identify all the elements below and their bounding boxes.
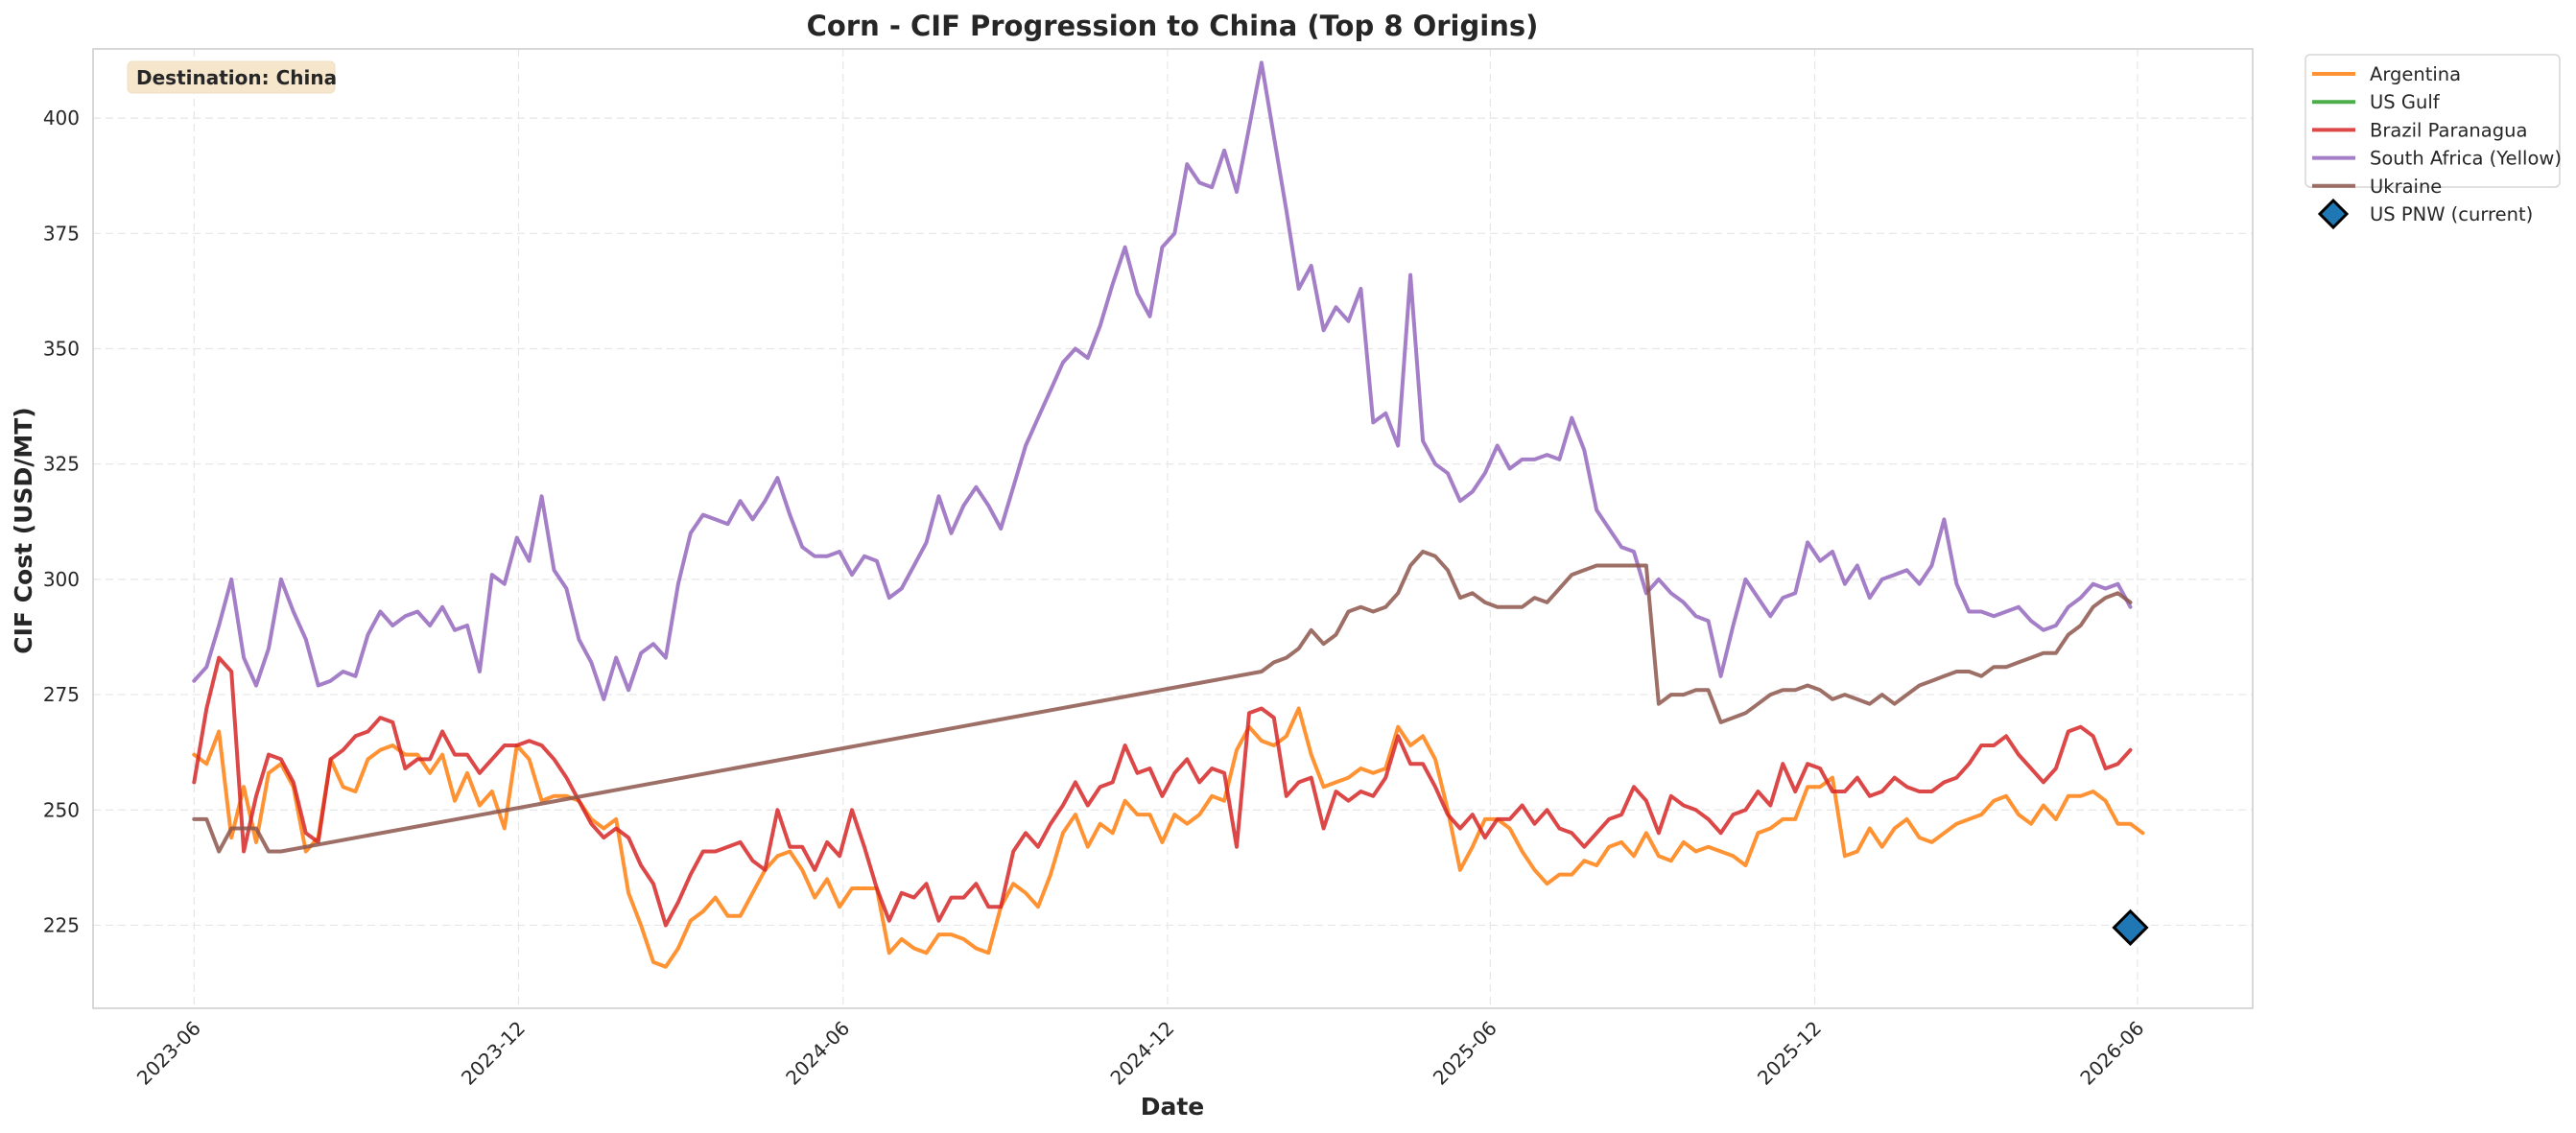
destination-annotation-text: Destination: China	[136, 66, 337, 89]
legend-label-ukraine: Ukraine	[2370, 176, 2442, 198]
series-line-south-africa-yellow	[192, 60, 2133, 701]
series-line-ukraine	[192, 550, 2133, 854]
series-line-argentina	[192, 706, 2145, 969]
x-axis-label: Date	[1141, 1093, 1205, 1121]
y-tick-label: 325	[43, 453, 80, 476]
y-tick-label: 375	[43, 222, 80, 245]
legend-label-south-africa-yellow: South Africa (Yellow)	[2370, 148, 2562, 170]
marker-layer	[2112, 909, 2149, 946]
legend-box	[2304, 54, 2561, 188]
us-pnw-marker	[2112, 909, 2149, 946]
y-tick-label: 300	[43, 568, 80, 591]
destination-annotation: Destination: China	[127, 60, 337, 94]
legend-label-us-pnw-current: US PNW (current)	[2370, 203, 2533, 225]
y-axis-label: CIF Cost (USD/MT)	[10, 407, 37, 653]
chart-title: Corn - CIF Progression to China (Top 8 O…	[807, 10, 1539, 42]
legend-swatch-us-pnw-current	[2317, 198, 2350, 230]
legend-label-us-gulf: US Gulf	[2370, 91, 2441, 113]
legend: Argentina US Gulf Brazil Paranagua South Af…	[2304, 54, 2562, 230]
y-tick-label: 225	[43, 913, 80, 936]
plot-area	[92, 48, 2254, 1009]
legend-label-brazil-paranagua: Brazil Paranagua	[2370, 119, 2527, 141]
y-axis-ticks: 225 250 275 300 325 350 375 400	[43, 106, 80, 936]
series-lines	[192, 60, 2145, 969]
y-tick-label: 275	[43, 683, 80, 706]
y-tick-label: 250	[43, 798, 80, 821]
y-tick-label: 400	[43, 106, 80, 130]
series-line-brazil-paranagua	[192, 655, 2133, 928]
legend-label-argentina: Argentina	[2370, 63, 2461, 85]
y-tick-label: 350	[43, 338, 80, 361]
